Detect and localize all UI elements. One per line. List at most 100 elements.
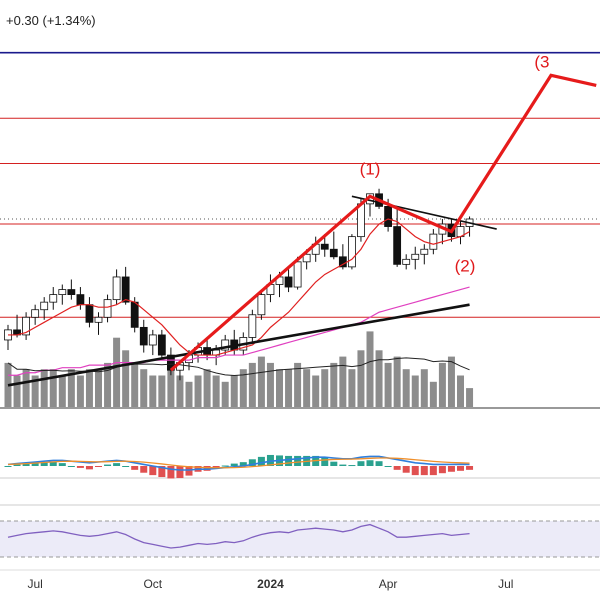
resistance-trendline bbox=[351, 195, 497, 230]
volume-bar bbox=[384, 362, 392, 407]
macd-histogram-bar bbox=[40, 462, 48, 466]
volume-bar bbox=[303, 369, 311, 407]
macd-histogram-bar bbox=[239, 462, 247, 466]
x-axis-tick-label: Jul bbox=[498, 577, 513, 591]
wave-label: (3 bbox=[534, 52, 549, 71]
macd-histogram-bar bbox=[348, 465, 356, 467]
macd-histogram-bar bbox=[248, 459, 256, 466]
volume-bar bbox=[393, 356, 401, 407]
volume-bar bbox=[113, 337, 121, 407]
volume-bar bbox=[429, 381, 437, 407]
macd-histogram-bar bbox=[339, 464, 347, 466]
volume-bar bbox=[221, 381, 229, 407]
candle-body bbox=[347, 236, 356, 268]
macd-histogram-bar bbox=[85, 466, 93, 470]
macd-histogram-bar bbox=[230, 463, 238, 466]
macd-histogram-bar bbox=[393, 466, 401, 470]
macd-histogram-bar bbox=[140, 466, 148, 473]
volume-bar bbox=[339, 356, 347, 407]
wave-label: (2) bbox=[455, 257, 476, 276]
macd-histogram-bar bbox=[212, 466, 220, 468]
volume-bar bbox=[176, 375, 184, 407]
macd-histogram-bar bbox=[384, 466, 392, 467]
support-trendline bbox=[7, 303, 470, 387]
volume-bar bbox=[348, 369, 356, 407]
volume-bar bbox=[411, 375, 419, 407]
macd-histogram-bar bbox=[357, 461, 365, 466]
volume-bar bbox=[76, 375, 84, 407]
volume-bar bbox=[230, 375, 238, 407]
macd-histogram-bar bbox=[366, 460, 374, 466]
volume-bar bbox=[312, 375, 320, 407]
macd-histogram-bar bbox=[176, 466, 184, 478]
wave-label: (1) bbox=[360, 159, 381, 178]
macd-histogram-bar bbox=[438, 466, 446, 474]
macd-histogram-bar bbox=[58, 463, 66, 466]
candle-body bbox=[429, 233, 438, 250]
candle-body bbox=[329, 248, 338, 258]
volume-bar bbox=[248, 362, 256, 407]
volume-bar bbox=[239, 369, 247, 407]
candle-body bbox=[94, 316, 103, 323]
volume-bar bbox=[212, 375, 220, 407]
macd-histogram-bar bbox=[113, 463, 121, 466]
volume-bar bbox=[402, 369, 410, 407]
price-change-text: +0.30 (+1.34%) bbox=[6, 13, 96, 28]
candle-body bbox=[58, 289, 67, 295]
macd-histogram-bar bbox=[122, 466, 130, 467]
volume-bar bbox=[276, 369, 283, 407]
volume-bar bbox=[140, 369, 148, 407]
candle-body bbox=[139, 326, 148, 346]
volume-bar bbox=[294, 362, 302, 407]
candle-body bbox=[40, 301, 49, 311]
volume-bar bbox=[149, 375, 157, 407]
candle-body bbox=[393, 226, 402, 265]
macd-histogram-bar bbox=[22, 463, 30, 466]
slow-ma-line bbox=[8, 286, 470, 376]
candle-body bbox=[284, 276, 293, 288]
volume-bar bbox=[257, 356, 265, 407]
volume-bar bbox=[194, 375, 202, 407]
macd-histogram-bar bbox=[31, 462, 39, 466]
macd-histogram-bar bbox=[95, 466, 102, 467]
volume-bar bbox=[285, 369, 293, 407]
volume-bar bbox=[457, 375, 464, 407]
macd-histogram-bar bbox=[330, 461, 338, 466]
volume-bar bbox=[85, 369, 93, 407]
candle-body bbox=[85, 304, 94, 323]
rsi-band bbox=[0, 521, 600, 557]
candle-body bbox=[22, 316, 31, 336]
candle-body bbox=[112, 276, 121, 301]
x-axis-tick-label: 2024 bbox=[257, 577, 284, 591]
macd-histogram-bar bbox=[285, 455, 293, 466]
macd-histogram-bar bbox=[321, 457, 329, 466]
macd-histogram-bar bbox=[375, 461, 383, 466]
volume-bar bbox=[40, 369, 48, 407]
macd-histogram-bar bbox=[49, 461, 57, 466]
candle-body bbox=[157, 334, 166, 356]
candle-body bbox=[302, 253, 311, 263]
macd-histogram-bar bbox=[294, 455, 302, 466]
volume-bar bbox=[466, 388, 474, 407]
candle-body bbox=[411, 253, 420, 260]
fast-ma-line bbox=[8, 218, 470, 356]
volume-bar bbox=[185, 381, 193, 407]
volume-bar bbox=[375, 350, 383, 407]
volume-bar bbox=[13, 375, 21, 407]
macd-histogram-bar bbox=[447, 466, 455, 472]
macd-histogram-bar bbox=[158, 466, 166, 478]
macd-histogram-bar bbox=[149, 466, 157, 476]
volume-bar bbox=[357, 350, 365, 407]
macd-histogram-bar bbox=[457, 466, 464, 471]
volume-bar bbox=[31, 375, 39, 407]
candle-body bbox=[320, 243, 329, 250]
candle-body bbox=[257, 294, 266, 316]
candle-body bbox=[130, 301, 139, 328]
volume-bar bbox=[104, 362, 112, 407]
candle-body bbox=[31, 309, 40, 318]
macd-histogram-bar bbox=[4, 466, 12, 467]
volume-bar bbox=[366, 331, 374, 407]
volume-bar bbox=[58, 375, 66, 407]
macd-histogram-bar bbox=[411, 466, 419, 476]
